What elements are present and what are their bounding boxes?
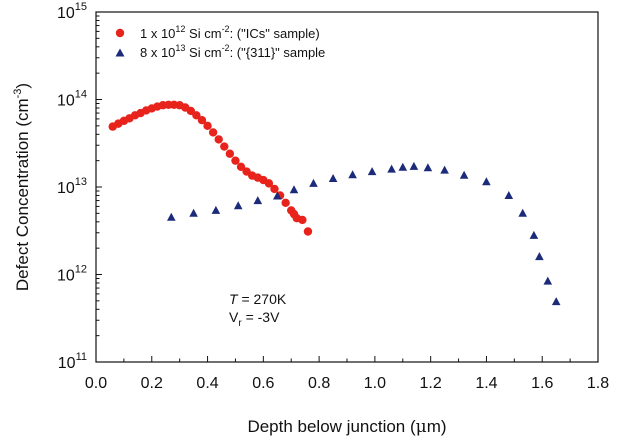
data-point-311 — [529, 230, 539, 239]
data-point-311 — [211, 205, 221, 214]
legend-marker-ics — [115, 28, 125, 38]
x-tick-label: 0.2 — [141, 375, 163, 392]
data-point-311 — [348, 170, 357, 179]
legend-ics-unit-exponent: -2 — [222, 24, 230, 34]
data-point-ics — [225, 149, 235, 158]
data-point-ics — [192, 111, 201, 120]
data-point-ics — [270, 184, 279, 194]
data-point-ics — [203, 121, 212, 131]
y-axis-title-superscript: -3 — [12, 89, 24, 99]
y-tick-label: 1011 — [58, 351, 87, 372]
y-axis-ticks — [96, 11, 102, 363]
x-axis-title: Depth below junction (μm) — [247, 417, 446, 437]
y-tick-label: 1013 — [57, 176, 87, 197]
data-point-311 — [482, 177, 491, 186]
legend-label-311: 8 x 1013 Si cm-2: ("{311}" sample — [140, 43, 325, 60]
data-point-311 — [409, 161, 419, 170]
data-point-311 — [309, 178, 318, 187]
legend: 1 x 1012 Si cm-2: ("ICs" sample) 8 x 101… — [115, 24, 325, 60]
y-tick-label: 1014 — [57, 89, 87, 110]
data-point-311 — [387, 164, 396, 173]
voltage-symbol: V — [229, 309, 239, 325]
x-tick-label: 1.0 — [364, 375, 386, 392]
temperature-annotation: T = 270K — [229, 291, 287, 307]
legend-311-part: 8 x 10 — [140, 45, 175, 60]
x-tick-label: 0.0 — [85, 375, 107, 392]
data-point-311 — [504, 191, 514, 199]
data-point-ics — [208, 128, 218, 137]
y-axis-title-part: ) — [13, 83, 32, 89]
data-point-ics — [264, 179, 274, 188]
y-axis-title-part: Defect Concentration (cm — [13, 98, 32, 291]
data-point-311 — [543, 276, 553, 285]
data-point-311 — [289, 185, 299, 194]
data-point-311 — [440, 165, 449, 174]
y-tick-label: 1015 — [57, 1, 87, 22]
voltage-annotation: Vr = -3V — [229, 309, 280, 329]
legend-ics-part: Si cm — [185, 26, 221, 41]
mu-symbol: μ — [416, 417, 427, 437]
x-tick-label: 1.8 — [587, 375, 609, 392]
temperature-symbol: T — [229, 291, 239, 307]
x-axis-title-part: m) — [427, 417, 447, 436]
y-axis-title: Defect Concentration (cm-3) — [12, 83, 32, 291]
legend-label-ics: 1 x 1012 Si cm-2: ("ICs" sample) — [140, 24, 320, 41]
data-point-311 — [535, 252, 544, 261]
data-point-311 — [233, 201, 243, 210]
data-point-311 — [367, 167, 377, 176]
data-point-311 — [328, 174, 338, 182]
plot-area-border — [95, 11, 599, 363]
x-axis-tick-labels: 0.0 0.2 0.4 0.6 0.8 1.0 1.2 1.4 1.6 1.8 — [85, 375, 609, 392]
x-tick-label: 0.6 — [252, 375, 274, 392]
data-point-ics — [231, 156, 240, 165]
data-point-ics — [236, 162, 246, 172]
data-point-311 — [518, 208, 527, 217]
legend-ics-part: : ("ICs" sample) — [230, 26, 320, 41]
x-tick-label: 1.6 — [531, 375, 553, 392]
data-point-311 — [273, 191, 282, 200]
data-point-ics — [303, 227, 313, 236]
x-tick-label: 0.4 — [196, 375, 218, 392]
data-point-ics — [214, 135, 223, 144]
voltage-value: = -3V — [242, 309, 280, 325]
legend-ics-part: 1 x 10 — [140, 26, 175, 41]
data-point-ics — [298, 215, 307, 225]
x-tick-label: 1.4 — [475, 375, 497, 392]
series-ics — [108, 100, 313, 236]
x-axis-title-part: Depth below junction ( — [247, 417, 416, 436]
legend-311-unit-exponent: -2 — [222, 43, 230, 53]
legend-311-part: : ("{311}" sample — [230, 45, 326, 60]
data-point-311 — [189, 208, 198, 217]
data-point-311 — [423, 163, 433, 172]
legend-ics-exponent: 12 — [175, 24, 185, 34]
data-point-311 — [167, 212, 176, 221]
x-axis-ticks — [95, 356, 599, 362]
data-point-ics — [220, 142, 229, 151]
data-point-311 — [551, 297, 561, 306]
data-point-311 — [459, 170, 469, 179]
x-tick-label: 0.8 — [308, 375, 330, 392]
data-point-ics — [197, 116, 207, 125]
y-axis-tick-labels: 1011 1012 1013 1014 1015 — [57, 1, 87, 372]
voltage-subscript: r — [238, 318, 242, 329]
data-point-311 — [253, 196, 263, 205]
temperature-value: = 270K — [238, 291, 287, 307]
measurement-annotations: T = 270K Vr = -3V — [229, 291, 287, 329]
series-layer — [108, 100, 561, 306]
data-point-ics — [281, 198, 290, 207]
y-tick-label: 1012 — [57, 264, 87, 285]
series-311 — [167, 161, 561, 306]
legend-311-part: Si cm — [185, 45, 221, 60]
x-tick-label: 1.2 — [420, 375, 442, 392]
data-point-311 — [398, 162, 408, 171]
legend-marker-311 — [115, 48, 125, 57]
legend-311-exponent: 13 — [175, 43, 185, 53]
plot-frame — [95, 11, 599, 363]
